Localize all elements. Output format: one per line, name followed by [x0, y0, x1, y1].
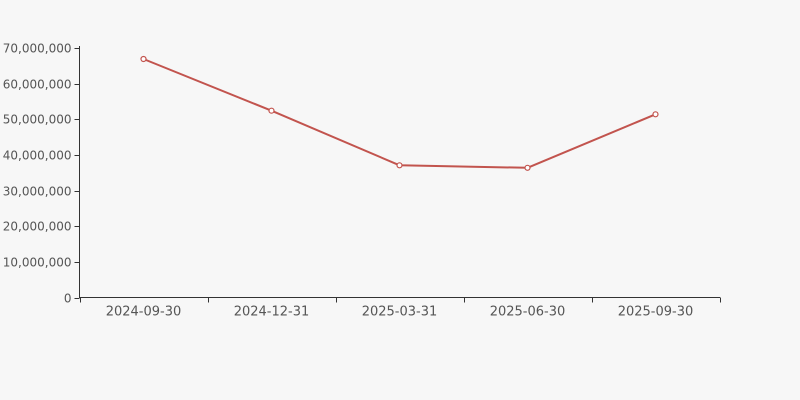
y-axis-tick-label: 30,000,000: [3, 185, 72, 199]
data-point-marker[interactable]: [396, 162, 403, 169]
y-axis-tick-label: 70,000,000: [3, 42, 72, 56]
x-axis-tick-label: 2024-09-30: [106, 305, 182, 320]
x-axis-tick-label: 2025-03-31: [362, 305, 438, 320]
x-axis-tick-label: 2025-06-30: [490, 305, 566, 320]
data-point-marker[interactable]: [652, 111, 659, 118]
y-axis-tick-label: 50,000,000: [3, 113, 72, 127]
x-axis-tick-label: 2025-09-30: [618, 305, 694, 320]
series-line: [142, 58, 657, 169]
y-axis-tick-label: 10,000,000: [3, 256, 72, 270]
y-axis-tick-label: 60,000,000: [3, 78, 72, 92]
x-axis-tick-label: 2024-12-31: [234, 305, 310, 320]
data-point-marker[interactable]: [524, 164, 531, 171]
y-axis-tick-label: 20,000,000: [3, 220, 72, 234]
data-point-marker[interactable]: [140, 55, 147, 63]
y-axis-tick-label: 0: [64, 292, 72, 306]
y-axis-tick-label: 40,000,000: [3, 149, 72, 163]
data-point-marker[interactable]: [268, 107, 275, 114]
